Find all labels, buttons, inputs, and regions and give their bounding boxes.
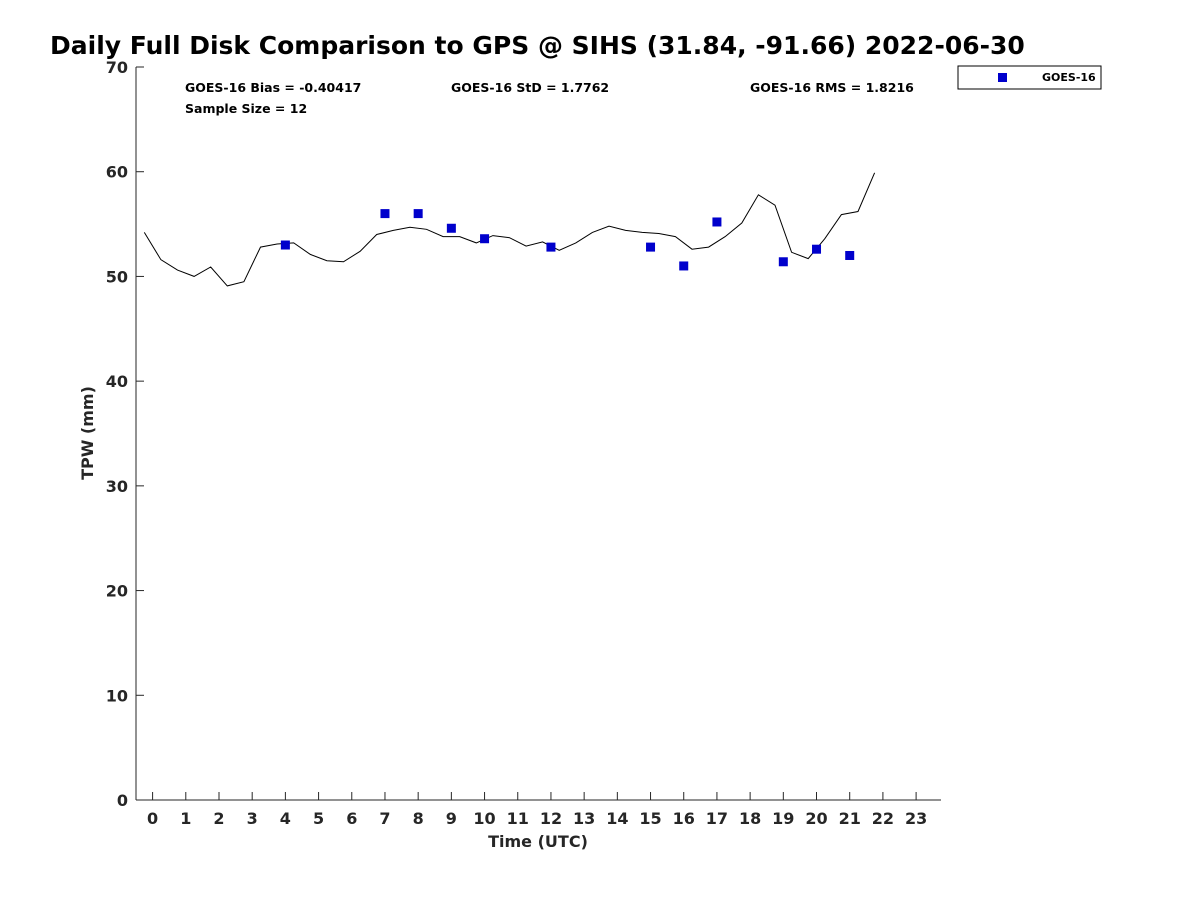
axes <box>135 67 941 801</box>
legend-box <box>957 65 1102 90</box>
x-tick-label: 13 <box>573 809 595 828</box>
goes16-point <box>679 261 689 271</box>
x-tick-label: 7 <box>379 809 390 828</box>
x-tick-label: 6 <box>346 809 357 828</box>
x-tick-label: 23 <box>905 809 927 828</box>
x-tick-label: 21 <box>839 809 861 828</box>
y-axis-ticks: 0 10 20 30 40 50 60 70 <box>106 58 144 810</box>
y-tick-label: 0 <box>117 791 128 810</box>
x-tick-label: 22 <box>872 809 894 828</box>
stat-std: GOES-16 StD = 1.7762 <box>451 80 609 95</box>
goes16-point <box>446 223 456 233</box>
x-tick-label: 11 <box>507 809 529 828</box>
x-tick-label: 5 <box>313 809 324 828</box>
x-tick-label: 2 <box>213 809 224 828</box>
x-tick-label: 4 <box>280 809 291 828</box>
x-tick-label: 17 <box>706 809 728 828</box>
x-tick-label: 20 <box>805 809 827 828</box>
y-axis-label: TPW (mm) <box>78 386 97 480</box>
goes16-point <box>845 250 855 260</box>
x-tick-label: 14 <box>606 809 628 828</box>
x-tick-label: 3 <box>247 809 258 828</box>
x-tick-label: 12 <box>540 809 562 828</box>
y-tick-label: 50 <box>106 267 128 286</box>
x-axis-ticks: 0 1 2 3 4 5 6 7 8 9 10 11 12 13 14 15 16 17 18 19 20 21 22 23 <box>147 792 927 828</box>
x-tick-label: 9 <box>446 809 457 828</box>
goes16-point <box>480 234 490 244</box>
goes16-point <box>712 217 722 227</box>
goes16-point <box>280 240 290 250</box>
goes16-point <box>546 242 556 252</box>
stat-rms: GOES-16 RMS = 1.8216 <box>750 80 914 95</box>
stat-bias: GOES-16 Bias = -0.40417 <box>185 80 361 95</box>
legend: GOES-16 <box>957 65 1102 90</box>
y-tick-label: 70 <box>106 58 128 77</box>
x-tick-label: 18 <box>739 809 761 828</box>
gps-series-line <box>143 172 876 287</box>
goes16-point <box>646 242 656 252</box>
x-tick-label: 1 <box>180 809 191 828</box>
x-tick-label: 0 <box>147 809 158 828</box>
x-axis-label: Time (UTC) <box>488 832 588 851</box>
y-tick-label: 10 <box>106 686 128 705</box>
y-tick-label: 40 <box>106 372 128 391</box>
chart-title: Daily Full Disk Comparison to GPS @ SIHS… <box>50 31 1025 60</box>
x-tick-label: 19 <box>772 809 794 828</box>
goes16-point <box>812 244 822 254</box>
x-tick-label: 10 <box>473 809 495 828</box>
x-tick-label: 16 <box>673 809 695 828</box>
y-tick-label: 20 <box>106 582 128 601</box>
legend-marker-goes16 <box>998 73 1007 82</box>
x-tick-label: 8 <box>413 809 424 828</box>
legend-label-goes16: GOES-16 <box>1042 71 1096 84</box>
goes16-point <box>413 209 423 219</box>
stat-sample-size: Sample Size = 12 <box>185 101 307 116</box>
y-tick-label: 60 <box>106 163 128 182</box>
y-tick-label: 30 <box>106 477 128 496</box>
goes16-point <box>778 257 788 267</box>
series-layer <box>143 172 876 287</box>
goes16-point <box>380 209 390 219</box>
x-tick-label: 15 <box>639 809 661 828</box>
